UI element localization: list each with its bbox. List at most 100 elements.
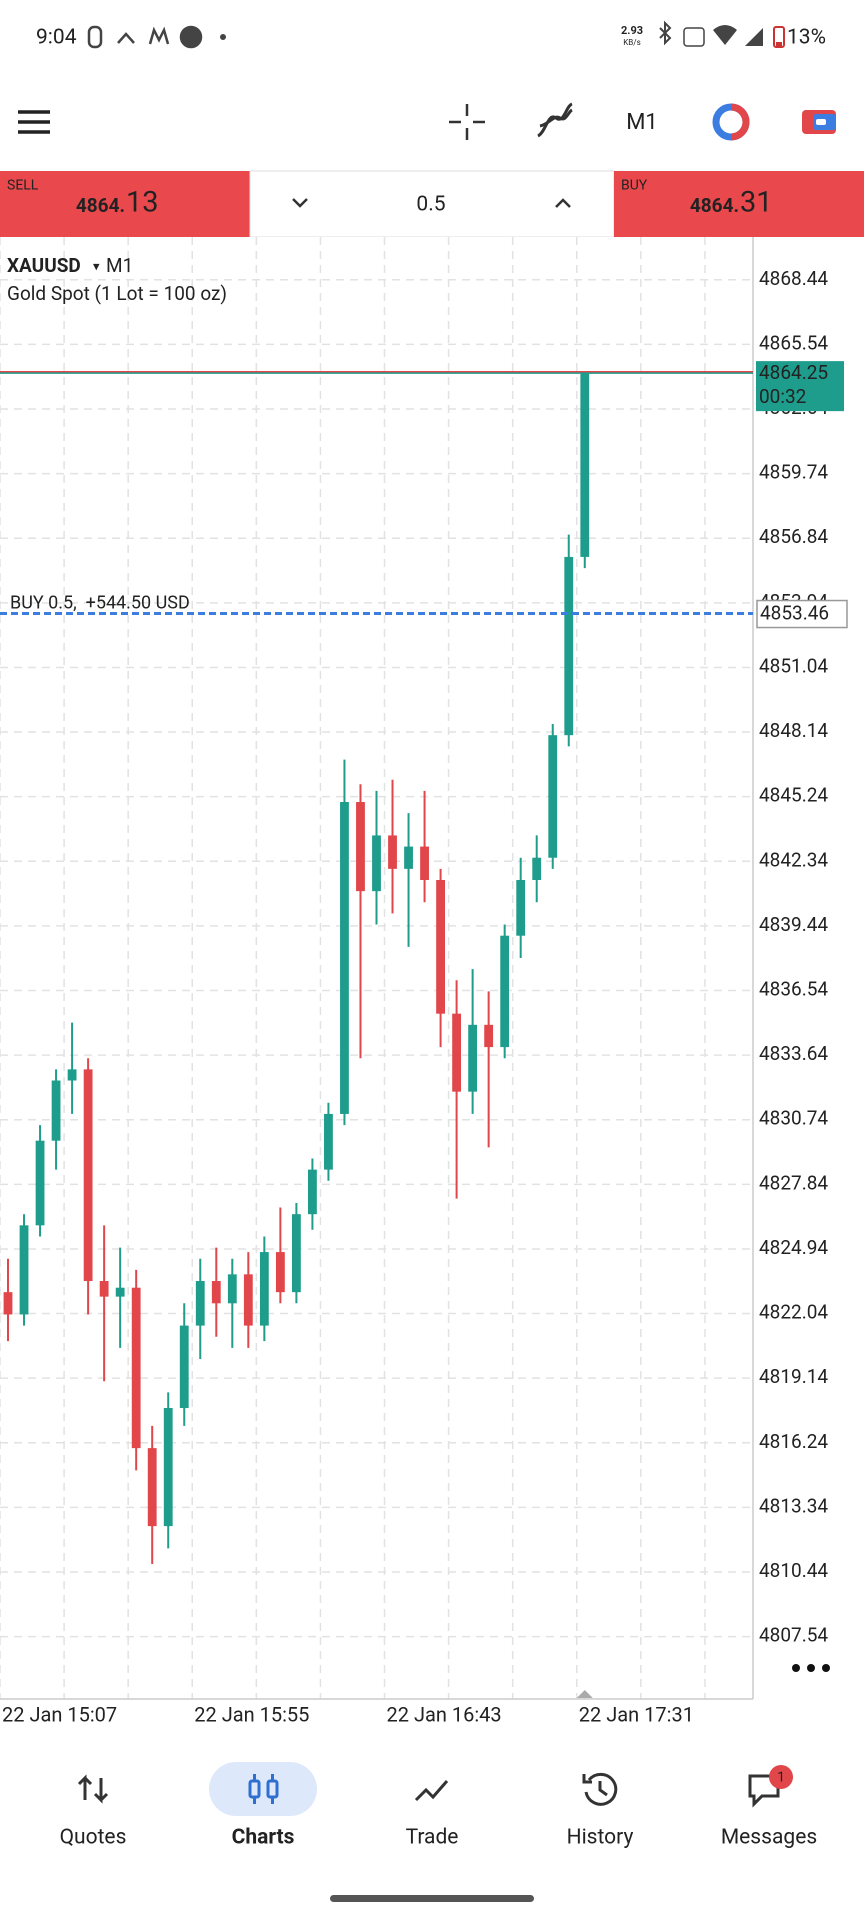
candle-body [564, 556, 574, 736]
candle-body [243, 1274, 253, 1326]
candle-body [99, 1281, 109, 1297]
candle-body [516, 879, 526, 936]
buy-label: BUY [621, 178, 648, 194]
y-tick-label: 4865.54 [759, 331, 828, 354]
candle-body [163, 1408, 173, 1527]
candle-body [532, 857, 542, 880]
trade-icon[interactable] [414, 1780, 449, 1802]
home-indicator [330, 1895, 534, 1902]
candle-body [340, 802, 349, 1114]
candle-body [131, 1287, 141, 1449]
volume-down[interactable] [292, 198, 308, 208]
candle-body [115, 1287, 125, 1297]
symbol-description: Gold Spot (1 Lot = 100 oz) [7, 282, 227, 305]
candle-body [420, 846, 429, 880]
nav-label[interactable]: History [567, 1826, 634, 1850]
y-tick-label: 4824.94 [759, 1236, 828, 1259]
history-icon[interactable] [582, 1772, 618, 1806]
one-click-button[interactable] [802, 110, 836, 134]
menu-button[interactable] [18, 110, 50, 134]
x-tick-label: 22 Jan 15:07 [2, 1702, 117, 1726]
y-tick-label: 4839.44 [759, 913, 828, 936]
y-tick-label: 4851.04 [759, 654, 828, 677]
candle-body [452, 1013, 462, 1092]
nav-label[interactable]: Messages [721, 1826, 817, 1850]
volume-up[interactable] [555, 198, 571, 208]
status-system-icons [659, 20, 785, 48]
symbol[interactable]: XAUUSD [7, 254, 81, 277]
quotes-icon[interactable] [77, 1774, 109, 1804]
candle-body [179, 1325, 189, 1409]
volume-value[interactable]: 0.5 [416, 193, 445, 217]
volume-box [249, 170, 615, 238]
y-tick-label: 4845.24 [759, 784, 828, 807]
candle-body [147, 1448, 157, 1527]
candle-body [19, 1225, 29, 1315]
battery-level: 13% [787, 26, 826, 50]
status-notification-icons [87, 25, 226, 49]
timeframe-button[interactable]: M1 [626, 110, 658, 135]
candle-body [35, 1140, 45, 1226]
candle-body [275, 1252, 285, 1293]
y-tick-label: 4859.74 [759, 461, 828, 484]
buy-button[interactable] [614, 171, 864, 237]
bid-timer: 00:32 [759, 385, 806, 408]
trade-colors-button[interactable] [712, 103, 750, 141]
active-tab-pill [209, 1762, 317, 1816]
candle-body [580, 373, 590, 557]
symbol-arrow[interactable]: ▾ [93, 259, 100, 274]
plot-area [0, 237, 753, 1699]
sell-price-big: 13 [126, 186, 159, 220]
candle-body [3, 1292, 13, 1315]
nav-label[interactable]: Charts [232, 1826, 295, 1850]
bid-tag [756, 361, 844, 412]
candle-body [388, 835, 397, 869]
badge-count: 1 [777, 1770, 785, 1786]
y-tick-label: 4827.84 [759, 1171, 828, 1194]
candle-body [259, 1252, 269, 1326]
nav-label[interactable]: Trade [406, 1826, 459, 1850]
buy-price-big: 31 [740, 186, 773, 220]
y-tick-label: 4833.64 [759, 1042, 828, 1065]
position-tag [756, 599, 848, 629]
candle-body [308, 1169, 317, 1215]
x-tick-label: 22 Jan 15:55 [194, 1702, 309, 1726]
y-tick-label: 4819.14 [759, 1365, 828, 1388]
y-tick-label: 4813.34 [759, 1494, 828, 1517]
current-bar-marker [576, 1690, 593, 1698]
indicators-button[interactable] [537, 102, 573, 138]
badge [769, 1765, 793, 1789]
position-price: 4853.46 [760, 602, 829, 625]
position-label: BUY 0.5, +544.50 USD [10, 592, 190, 613]
chart-timeframe: M1 [106, 254, 133, 277]
nav-label[interactable]: Quotes [60, 1826, 127, 1850]
candle-body [51, 1080, 61, 1141]
buy-price-main: 4864. [690, 194, 739, 217]
candle-body [291, 1214, 301, 1293]
y-tick-label: 4836.54 [759, 978, 828, 1001]
net-unit: KB/s [623, 38, 640, 47]
candle-body [372, 835, 381, 892]
clock: 9:04 [36, 26, 77, 50]
x-tick-label: 22 Jan 16:43 [387, 1702, 502, 1726]
candle-body [500, 935, 510, 1048]
y-tick-label: 4848.14 [759, 719, 828, 742]
nav-labels: Quotes Charts Trade History Messages [60, 1826, 818, 1850]
candle-body [83, 1069, 93, 1282]
crosshair-button[interactable] [449, 104, 485, 140]
more-button[interactable] [792, 1664, 830, 1672]
candle-body [484, 1024, 494, 1048]
bid-price: 4864.25 [759, 361, 828, 384]
candle-body [356, 802, 365, 892]
y-tick-label: 4868.44 [759, 267, 828, 290]
candle-body [468, 1024, 478, 1092]
y-tick-label: 4822.04 [759, 1301, 828, 1324]
charts-icon[interactable] [248, 1774, 279, 1804]
sell-button[interactable] [0, 171, 250, 237]
candle-body [548, 735, 558, 858]
chart: 22 Jan 15:07 22 Jan 15:55 22 Jan 16:43 22 J… [0, 237, 848, 1726]
y-tick-label: 4810.44 [759, 1559, 828, 1582]
candle-body [195, 1281, 205, 1326]
